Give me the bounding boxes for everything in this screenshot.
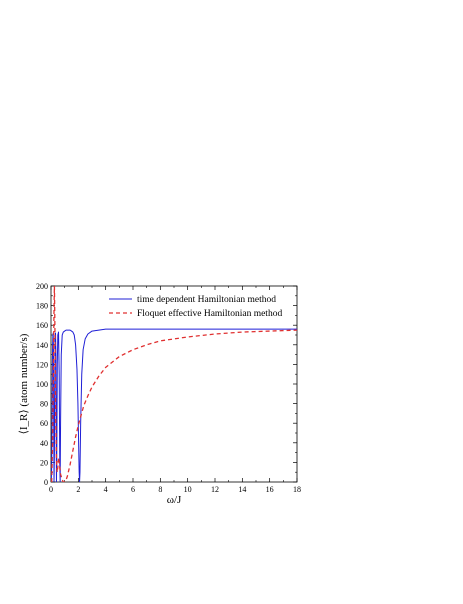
series-floquet-line [51,286,297,482]
series-layer [51,286,297,482]
x-tick-label: 16 [266,485,274,494]
y-tick-label: 80 [40,400,48,409]
tick-labels: 0 2 4 6 8 10 12 14 16 180204060801001201401601802… [36,282,301,494]
x-tick-label: 0 [49,485,53,494]
y-tick-label: 20 [40,458,48,467]
legend-label-time-dependent: time dependent Hamiltonian method [137,295,276,305]
legend: time dependent Hamiltonian method Floque… [109,295,282,319]
series-time-dependent-line [51,328,297,482]
legend-label-floquet: Floquet effective Hamiltonian method [137,308,282,319]
x-tick-label: 8 [158,485,162,494]
x-tick-label: 2 [76,485,80,494]
y-tick-label: 180 [36,302,48,311]
x-tick-label: 6 [131,485,135,494]
x-tick-label: 10 [184,485,192,494]
x-tick-label: 18 [293,485,301,494]
x-tick-label: 12 [211,485,219,494]
x-axis-title: ω/J [167,494,182,506]
x-tick-label: 14 [238,485,246,494]
y-tick-label: 160 [36,321,48,330]
y-tick-label: 120 [36,360,48,369]
y-tick-label: 40 [40,439,48,448]
y-tick-label: 200 [36,282,48,291]
y-axis-title: ⟨I_R⟩ (atom number/s) [18,333,30,434]
y-tick-label: 60 [40,419,48,428]
y-tick-label: 100 [36,380,48,389]
y-tick-label: 140 [36,341,48,350]
y-tick-label: 0 [44,478,48,487]
x-tick-label: 4 [104,485,108,494]
